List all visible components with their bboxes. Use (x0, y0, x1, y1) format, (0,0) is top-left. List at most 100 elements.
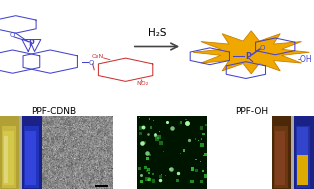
Circle shape (50, 186, 51, 187)
Point (138, 174, 143, 177)
Point (184, 121, 189, 124)
Bar (25, 131, 36, 185)
Bar (294, 116, 314, 189)
Bar (147, 179, 149, 181)
Bar (203, 155, 204, 156)
Bar (148, 178, 150, 181)
Circle shape (60, 149, 63, 152)
Circle shape (84, 119, 86, 122)
Point (170, 127, 175, 130)
Text: O: O (10, 32, 15, 38)
Bar (200, 126, 203, 130)
Bar (157, 135, 161, 139)
Bar (152, 179, 155, 183)
Bar (139, 126, 143, 130)
Bar (148, 172, 150, 174)
Circle shape (98, 131, 100, 133)
Bar (95, 185, 108, 187)
Text: P: P (246, 52, 252, 61)
Circle shape (108, 149, 109, 151)
Bar (145, 177, 149, 181)
Bar (159, 141, 163, 145)
Point (176, 172, 181, 175)
Bar (153, 120, 154, 121)
Circle shape (69, 161, 70, 163)
Bar (272, 116, 291, 189)
Bar (182, 149, 185, 152)
Bar (200, 180, 203, 183)
Bar (185, 119, 187, 120)
Text: PPF-OH: PPF-OH (235, 107, 268, 116)
Bar (4, 136, 8, 183)
Bar (24, 126, 39, 187)
Text: O: O (88, 60, 94, 66)
Circle shape (51, 137, 54, 140)
Point (158, 178, 163, 181)
Point (145, 133, 150, 136)
Bar (176, 179, 179, 182)
Bar (195, 159, 197, 160)
Point (168, 167, 173, 170)
Bar (143, 166, 147, 169)
Bar (149, 118, 150, 120)
Text: P: P (29, 39, 34, 48)
Text: -OH: -OH (297, 55, 312, 64)
Text: H₂S: H₂S (148, 28, 166, 38)
Bar (200, 160, 202, 162)
Bar (203, 174, 207, 177)
Point (184, 121, 189, 124)
Bar (201, 139, 202, 140)
Point (153, 134, 158, 137)
Circle shape (52, 157, 54, 159)
Circle shape (56, 137, 57, 139)
Text: PPF-CDNB: PPF-CDNB (31, 107, 76, 116)
Bar (195, 169, 198, 172)
Bar (0, 116, 19, 189)
Bar (203, 133, 204, 135)
Bar (198, 139, 199, 141)
Bar (138, 132, 142, 135)
Bar (139, 117, 140, 118)
Bar (140, 180, 143, 183)
Bar (146, 170, 148, 172)
Bar (149, 154, 151, 156)
Bar (169, 168, 171, 170)
Bar (2, 126, 16, 187)
Bar (275, 131, 285, 185)
Bar (181, 136, 182, 137)
Circle shape (50, 121, 53, 124)
Text: O: O (259, 45, 265, 51)
Bar (177, 172, 180, 175)
Circle shape (64, 123, 66, 125)
Point (140, 126, 145, 129)
Polygon shape (193, 31, 309, 74)
Bar (297, 155, 308, 185)
Circle shape (100, 169, 104, 172)
Circle shape (89, 156, 91, 158)
Bar (3, 131, 14, 185)
Text: O₂N: O₂N (91, 54, 104, 59)
Bar (159, 131, 160, 132)
Bar (142, 126, 144, 128)
Bar (297, 127, 308, 155)
Bar (163, 151, 164, 152)
Bar (161, 174, 162, 175)
Bar (165, 175, 166, 176)
Circle shape (60, 136, 61, 137)
Bar (155, 137, 159, 141)
Bar (274, 126, 288, 187)
Bar (190, 180, 193, 183)
Bar (143, 141, 146, 144)
Circle shape (69, 132, 73, 135)
Text: NO₂: NO₂ (137, 81, 149, 86)
Bar (191, 167, 194, 171)
Point (144, 152, 149, 155)
Bar (150, 126, 152, 129)
Bar (138, 167, 141, 170)
Circle shape (43, 176, 46, 180)
Circle shape (69, 121, 70, 122)
Bar (22, 116, 42, 189)
Circle shape (89, 181, 91, 184)
Bar (146, 157, 149, 160)
Point (139, 142, 144, 145)
